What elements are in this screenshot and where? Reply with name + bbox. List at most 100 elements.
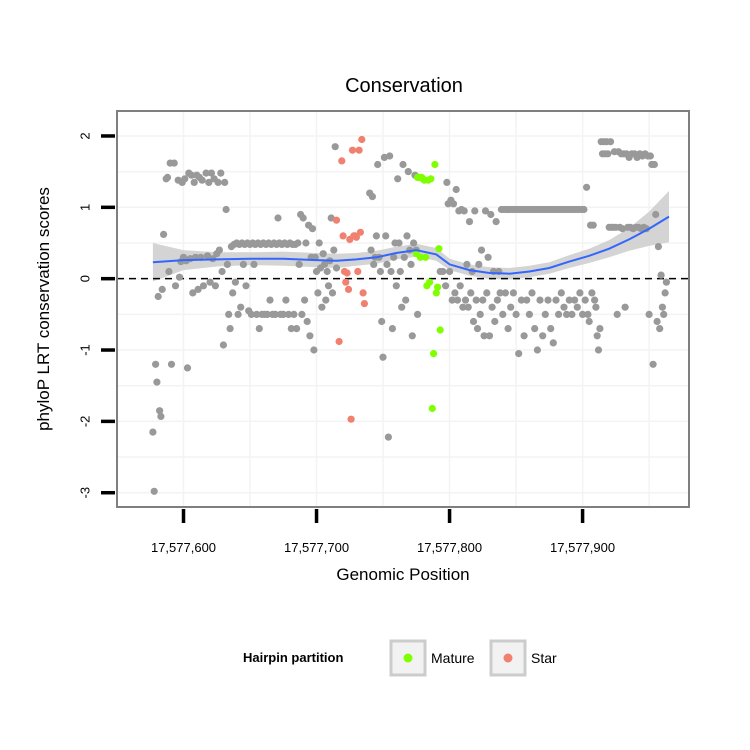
data-point-other [584, 310, 592, 318]
data-point-other [301, 296, 309, 304]
data-point-other [149, 428, 157, 436]
data-point-other [199, 282, 208, 290]
data-point-other [372, 232, 380, 240]
data-point-other [448, 296, 456, 304]
data-point-other [282, 296, 290, 304]
data-point-other [202, 169, 210, 177]
data-point-other [295, 260, 303, 268]
data-point-other [592, 303, 600, 311]
data-point-other [646, 152, 655, 160]
data-point-other [523, 296, 531, 304]
data-point-star [360, 300, 368, 308]
data-point-other [488, 303, 496, 311]
data-point-other [467, 289, 475, 297]
data-point-other [203, 252, 212, 260]
data-point-other [324, 282, 333, 290]
data-point-other [560, 303, 568, 311]
data-point-other [226, 325, 234, 333]
smooth-line-layer [152, 215, 670, 275]
data-point-other [378, 317, 386, 326]
data-point-other [158, 285, 166, 293]
y-tick-label: 0 [77, 275, 92, 282]
x-axis-label: Genomic Position [336, 565, 469, 584]
data-point-other [229, 289, 237, 297]
data-point-other [156, 407, 164, 415]
data-point-other [399, 160, 407, 169]
data-point-other [247, 310, 255, 318]
data-point-other [368, 193, 376, 201]
data-point-other [491, 317, 499, 326]
data-point-other [547, 325, 555, 333]
data-point-other [501, 289, 509, 297]
data-point-other [536, 296, 544, 304]
plot-border [116, 110, 690, 508]
data-point-other [650, 160, 659, 169]
data-point-other [662, 278, 671, 286]
data-point-other [573, 303, 581, 311]
data-point-other [520, 332, 528, 340]
data-point-other [205, 178, 213, 186]
data-point-star [343, 269, 351, 277]
data-point-other [331, 143, 339, 151]
data-point-other [657, 271, 665, 279]
data-point-other [222, 205, 230, 214]
data-point-other [588, 289, 596, 297]
points-layer [149, 135, 671, 495]
data-point-star [332, 216, 341, 224]
data-point-other [299, 214, 307, 222]
data-point-other [552, 296, 560, 304]
data-point-other [649, 360, 657, 368]
y-tick-label: -3 [77, 487, 92, 499]
data-point-other [493, 296, 501, 304]
data-point-other [298, 310, 306, 318]
y-tick-label: -2 [77, 416, 92, 428]
legend-label-mature: Mature [431, 650, 475, 666]
data-point-other [571, 296, 579, 304]
data-point-star [352, 233, 360, 241]
data-point-other [250, 260, 258, 268]
data-point-mature [432, 289, 440, 297]
data-point-other [157, 412, 165, 420]
data-point-other [314, 289, 322, 297]
data-point-other [367, 246, 375, 254]
data-point-other [153, 378, 161, 386]
data-point-other [274, 214, 282, 222]
data-point-other [219, 341, 227, 349]
data-point-star [355, 146, 363, 154]
data-point-other [456, 282, 464, 290]
x-tick-label: 17,577,900 [550, 540, 615, 555]
data-point-other [512, 310, 520, 318]
data-point-other [443, 178, 451, 186]
data-point-other [386, 152, 394, 160]
data-point-other [293, 325, 301, 333]
legend-title: Hairpin partition [243, 650, 343, 665]
data-point-other [533, 346, 542, 354]
data-point-other [315, 239, 323, 247]
data-point-other [242, 282, 250, 290]
legend-dot-mature [403, 653, 413, 663]
data-point-other [330, 246, 338, 254]
data-point-other [463, 260, 471, 268]
data-point-other [653, 317, 661, 326]
data-point-other [239, 260, 247, 268]
data-point-other [449, 200, 458, 208]
data-point-mature [427, 175, 435, 183]
data-point-other [473, 325, 482, 333]
data-point-other [225, 310, 233, 318]
data-point-other [589, 221, 597, 229]
data-point-other [181, 175, 189, 183]
data-point-other [214, 178, 222, 186]
data-point-other [189, 289, 197, 297]
data-point-other [531, 325, 539, 333]
data-point-other [223, 260, 231, 268]
data-point-other [237, 303, 245, 311]
data-point-other [163, 173, 172, 181]
data-point-other [165, 267, 173, 276]
data-point-other [150, 487, 158, 495]
x-tick-label: 17,577,700 [284, 540, 349, 555]
data-point-other [442, 282, 450, 290]
data-point-other [382, 232, 390, 240]
data-point-star [339, 232, 347, 240]
data-point-other [481, 207, 490, 215]
data-point-other [396, 267, 404, 276]
